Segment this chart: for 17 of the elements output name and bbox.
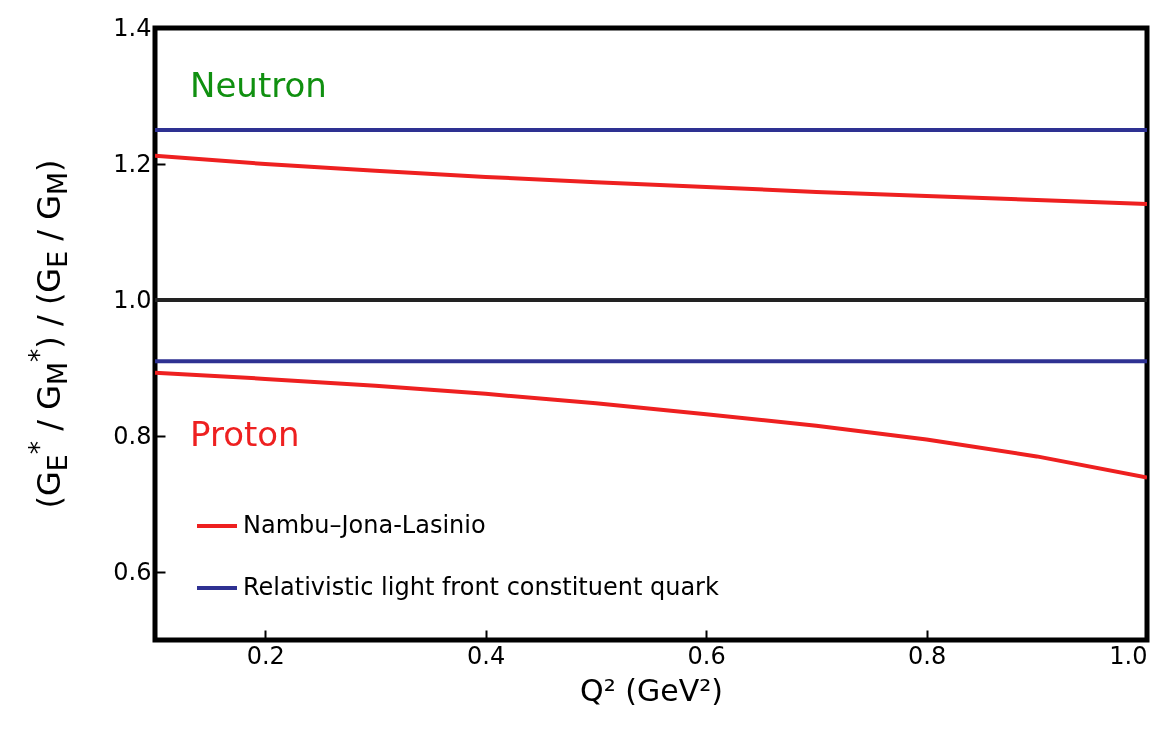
line-series [155,370,1147,480]
x-tick-label: 1.0 [1109,641,1148,670]
y-tick-label: 0.8 [113,421,152,450]
x-tick-label: 0.4 [467,641,506,670]
annotation: Proton [190,414,300,454]
y-tick-label: 1.2 [113,149,152,178]
y-tick-label: 1.4 [113,13,152,42]
annotation: Neutron [190,65,327,105]
x-tick-label: 0.8 [907,641,947,670]
legend-label: Nambu–Jona-Lasinio [243,511,486,539]
x-tick-label: 0.2 [246,641,285,670]
y-tick-label: 1.0 [113,285,152,314]
legend-label: Relativistic light front constituent quark [243,573,719,601]
x-axis-title: Q² (GeV²) [580,672,723,708]
x-tick-label: 0.6 [687,641,726,670]
line-series [155,153,1147,207]
y-tick-label: 0.6 [113,557,152,586]
